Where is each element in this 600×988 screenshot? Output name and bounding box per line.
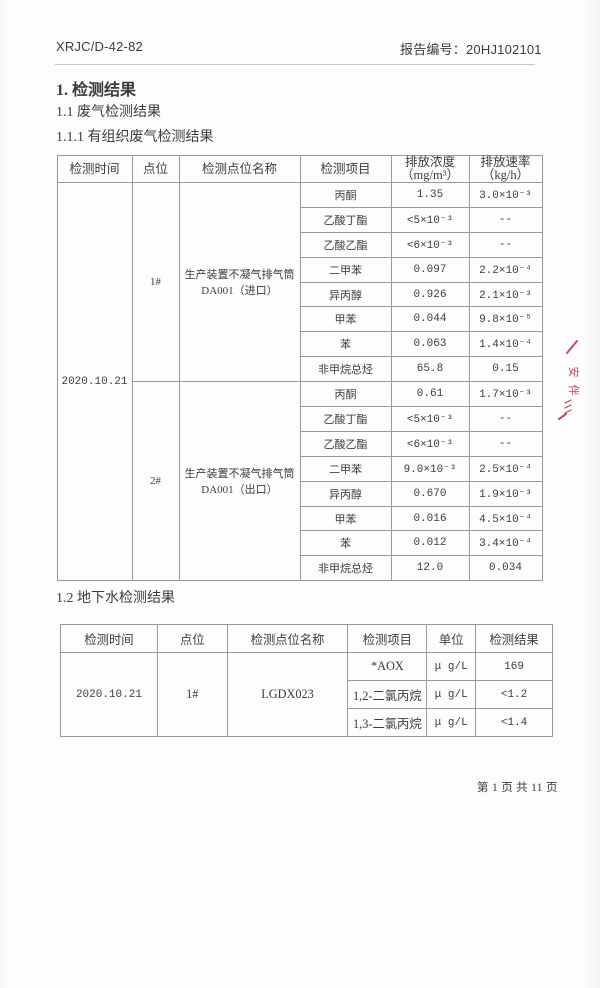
svg-text:伴: 伴: [567, 385, 580, 396]
svg-text:安: 安: [567, 367, 581, 378]
